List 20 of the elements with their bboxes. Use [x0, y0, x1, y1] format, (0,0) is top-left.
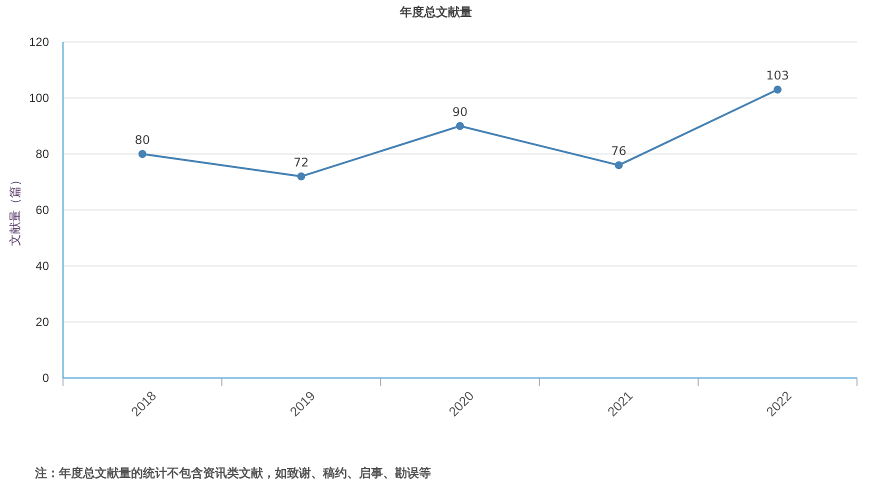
y-tick-label: 80 — [36, 146, 50, 161]
point — [297, 172, 306, 180]
data-label: 103 — [766, 68, 790, 83]
y-tick-label: 40 — [36, 258, 50, 273]
y-tick-label: 120 — [28, 34, 50, 49]
y-tick-label: 20 — [36, 314, 50, 329]
y-tick-label: 60 — [36, 202, 50, 217]
data-label: 90 — [452, 105, 468, 119]
point — [456, 122, 464, 130]
y-tick-label: 0 — [42, 370, 50, 385]
point — [774, 86, 782, 94]
y-tick-label: 100 — [28, 90, 50, 105]
chart-title: 年度总文献量 — [399, 5, 472, 19]
y-axis-title: 文献量（篇） — [8, 174, 22, 246]
point — [614, 161, 623, 170]
point — [138, 150, 146, 158]
data-label: 76 — [611, 144, 626, 158]
data-label: 72 — [294, 155, 309, 170]
data-label: 80 — [134, 133, 150, 147]
text: 注：年度总文献量的统计不包含资讯类文献，如致谢、稿约、启事、勘误等 — [34, 466, 431, 480]
